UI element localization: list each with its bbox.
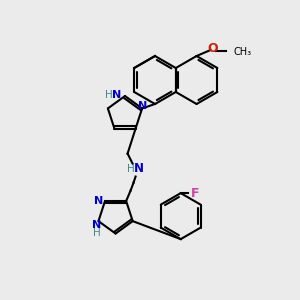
Text: O: O bbox=[207, 41, 218, 55]
Text: H: H bbox=[127, 164, 134, 174]
Text: N: N bbox=[134, 162, 144, 175]
Text: N: N bbox=[139, 101, 148, 111]
Text: H: H bbox=[105, 90, 113, 100]
Text: CH₃: CH₃ bbox=[234, 47, 252, 57]
Text: F: F bbox=[190, 187, 199, 200]
Text: H: H bbox=[93, 228, 100, 238]
Text: N: N bbox=[92, 220, 101, 230]
Text: N: N bbox=[94, 196, 103, 206]
Text: N: N bbox=[112, 90, 122, 100]
